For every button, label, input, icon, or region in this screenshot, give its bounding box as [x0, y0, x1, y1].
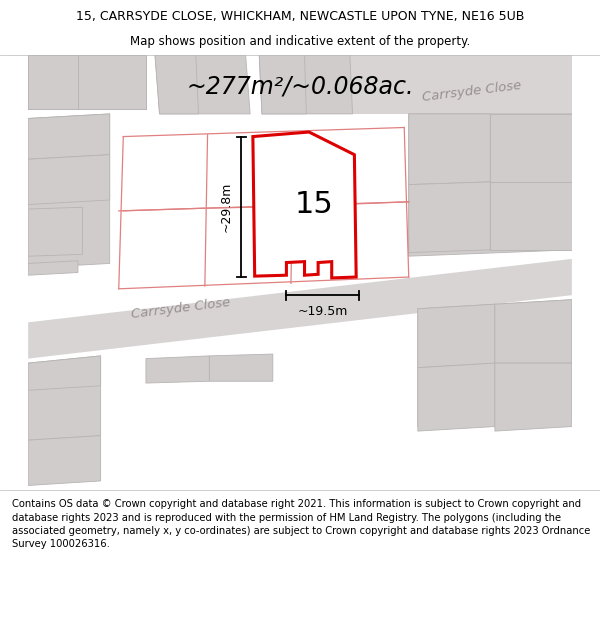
Polygon shape: [490, 114, 572, 182]
Polygon shape: [155, 55, 250, 114]
Polygon shape: [28, 436, 101, 486]
Text: Contains OS data © Crown copyright and database right 2021. This information is : Contains OS data © Crown copyright and d…: [12, 499, 590, 549]
Polygon shape: [495, 363, 572, 431]
Polygon shape: [28, 55, 146, 109]
Polygon shape: [28, 114, 110, 268]
Polygon shape: [418, 363, 495, 431]
Polygon shape: [28, 114, 110, 159]
Text: ~277m²/~0.068ac.: ~277m²/~0.068ac.: [186, 75, 414, 99]
Text: Carrsyde Close: Carrsyde Close: [422, 79, 523, 104]
Polygon shape: [418, 299, 572, 426]
Text: Map shows position and indicative extent of the property.: Map shows position and indicative extent…: [130, 35, 470, 48]
Polygon shape: [209, 354, 273, 381]
Polygon shape: [28, 154, 110, 204]
Text: ~19.5m: ~19.5m: [298, 305, 348, 318]
Polygon shape: [155, 55, 199, 114]
Polygon shape: [146, 356, 209, 383]
Text: ~29.8m: ~29.8m: [220, 182, 233, 232]
Polygon shape: [409, 182, 490, 253]
Polygon shape: [409, 114, 572, 256]
Polygon shape: [418, 304, 495, 368]
Polygon shape: [495, 299, 572, 363]
Polygon shape: [259, 55, 353, 114]
Polygon shape: [309, 55, 572, 114]
Polygon shape: [28, 356, 101, 390]
Polygon shape: [28, 55, 78, 109]
Polygon shape: [78, 55, 146, 109]
Text: Carrsyde Close: Carrsyde Close: [130, 296, 231, 321]
Polygon shape: [28, 259, 572, 359]
Polygon shape: [28, 356, 101, 440]
Polygon shape: [28, 208, 82, 256]
Polygon shape: [409, 114, 490, 184]
Polygon shape: [253, 132, 356, 278]
Polygon shape: [28, 261, 78, 275]
Polygon shape: [259, 55, 307, 114]
Text: 15, CARRSYDE CLOSE, WHICKHAM, NEWCASTLE UPON TYNE, NE16 5UB: 15, CARRSYDE CLOSE, WHICKHAM, NEWCASTLE …: [76, 10, 524, 23]
Text: 15: 15: [294, 190, 333, 219]
Polygon shape: [490, 182, 572, 250]
